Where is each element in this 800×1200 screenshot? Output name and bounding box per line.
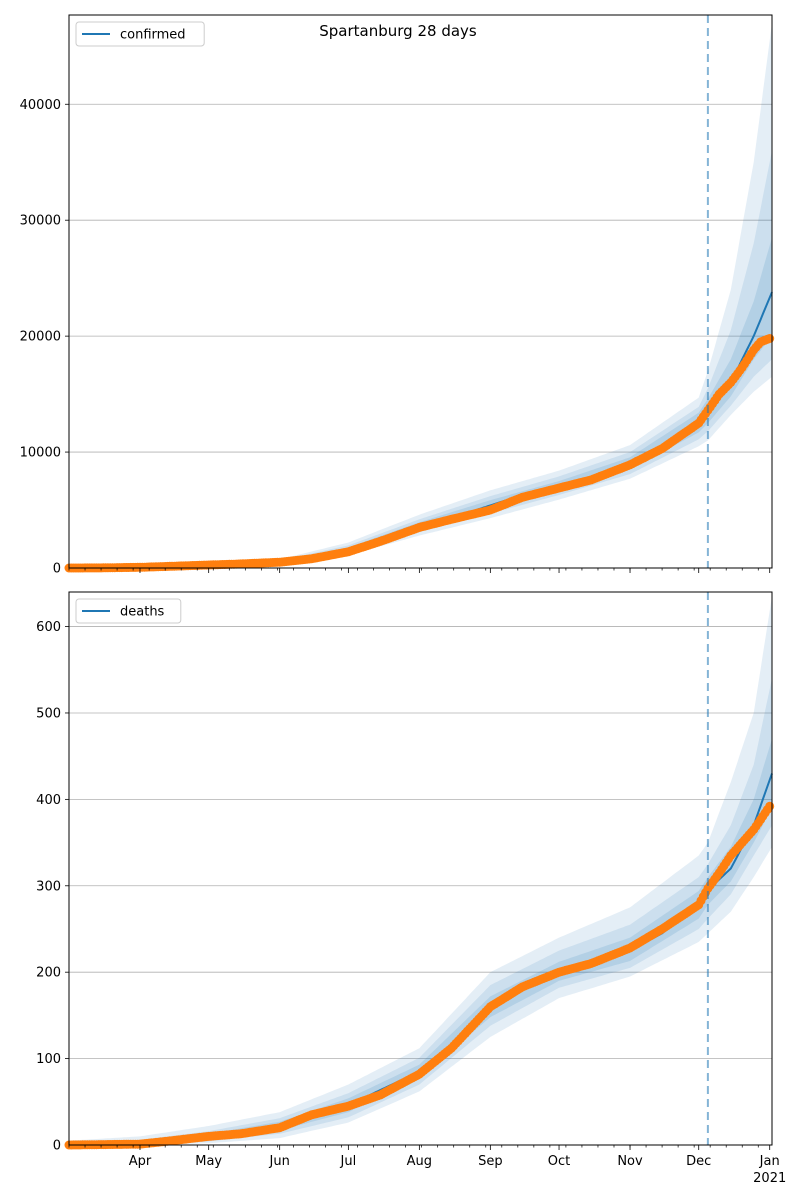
uncertainty-band [69,23,772,569]
x-year-label: 2021 [753,1171,786,1186]
y-tick-label: 10000 [20,446,61,461]
y-tick-label: 40000 [20,98,61,113]
plot-frame [68,591,773,1146]
x-tick-label: May [195,1154,222,1169]
y-tick-label: 400 [36,793,61,808]
x-tick-label: Dec [686,1154,711,1169]
y-tick-label: 600 [36,620,61,635]
y-tick-label: 500 [36,706,61,721]
y-tick-label: 100 [36,1052,61,1067]
x-tick-label: Sep [478,1154,503,1169]
confirmed-panel: 0 10000 20000 30000 40000 confirmed [20,14,775,577]
deaths-panel: 0 100 200 300 400 500 600 Apr May Jun Jul Aug Sep Oct… [36,591,786,1186]
y-tick-label: 0 [53,1139,61,1154]
uncertainty-band [69,150,772,568]
plot-frame [68,14,773,569]
legend-box [75,21,205,47]
y-tick-label: 0 [53,562,61,577]
legend-box [75,598,182,624]
x-tick-label: Jan [759,1154,780,1169]
x-tick-label: Oct [548,1154,570,1169]
observed-point [765,334,775,343]
y-tick-label: 20000 [20,330,61,345]
y-tick-label: 30000 [20,214,61,229]
x-tick-label: Jun [269,1154,290,1169]
observed-point [765,801,775,811]
legend-label: confirmed [120,28,186,43]
legend-label: deaths [120,605,165,620]
uncertainty-band [69,738,772,1145]
y-tick-label: 300 [36,879,61,894]
x-tick-label: Jul [340,1154,357,1169]
x-tick-label: Aug [407,1154,432,1169]
x-tick-label: Nov [617,1154,643,1169]
x-tick-label: Apr [129,1154,152,1169]
y-tick-label: 200 [36,966,61,981]
figure-title: Spartanburg 28 days [319,22,477,40]
